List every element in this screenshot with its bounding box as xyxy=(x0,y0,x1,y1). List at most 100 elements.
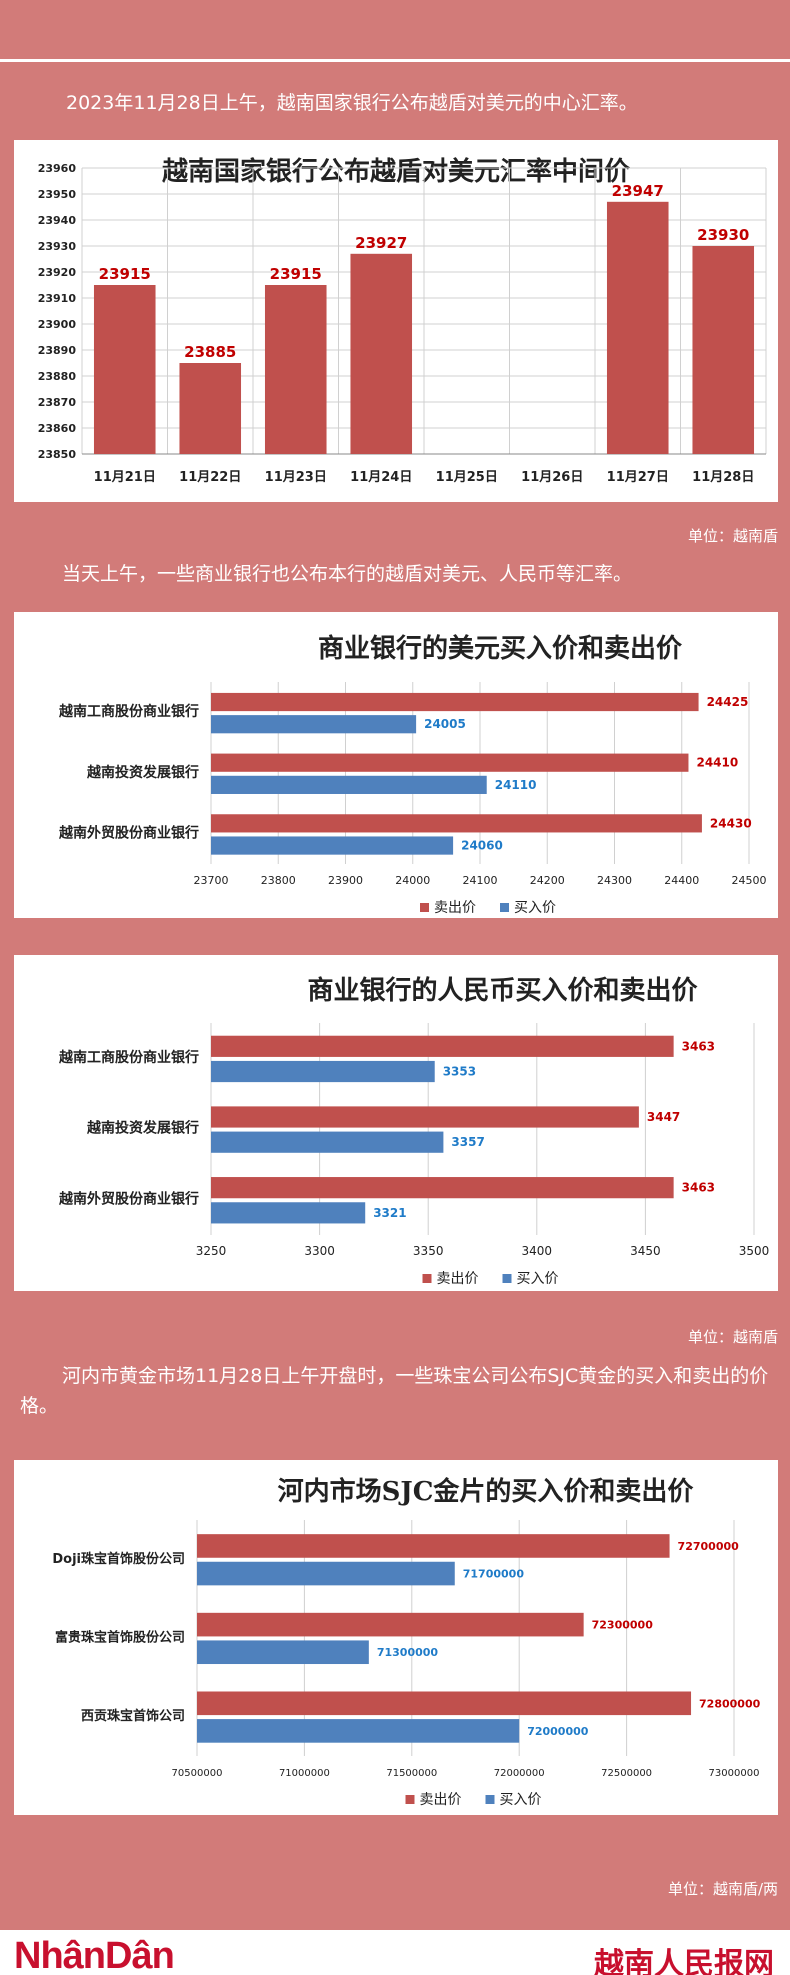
x-tick-label: 11月26日 xyxy=(521,470,583,485)
usd-rate-chart: 商业银行的美元买入价和卖出价 23700 23800 23900 24000 24100 2… xyxy=(58,633,767,916)
x-tick-label: 11月24日 xyxy=(350,470,412,485)
x-tick-label: 24300 xyxy=(597,874,632,887)
x-tick-label: 11月22日 xyxy=(179,470,241,485)
x-tick-label: 23800 xyxy=(261,874,296,887)
x-tick-label: 71500000 xyxy=(386,1768,437,1779)
x-tick-label: 3350 xyxy=(413,1244,444,1258)
x-tick-label: 70500000 xyxy=(172,1768,223,1779)
x-tick-label: 3250 xyxy=(196,1244,227,1258)
bar-value-label: 72000000 xyxy=(527,1725,589,1738)
category-label: 越南投资发展银行 xyxy=(86,764,199,781)
x-tick-label: 24400 xyxy=(664,874,699,887)
bar-value-label: 24060 xyxy=(461,839,503,853)
buy-bar xyxy=(197,1719,520,1743)
y-tick-label: 23890 xyxy=(38,344,77,357)
gold-price-chart: 河内市场SJC金片的买入价和卖出价 70500000 71000000 7150000… xyxy=(52,1476,761,1808)
bar xyxy=(93,285,156,454)
gold-text: 河内市黄金市场11月28日上午开盘时，一些珠宝公司公布SJC黄金的买入和卖出的价… xyxy=(20,1365,769,1417)
chart-title: 商业银行的美元买入价和卖出价 xyxy=(318,633,683,664)
bar-value-label: 24425 xyxy=(707,695,749,709)
x-tick-label: 72500000 xyxy=(601,1768,652,1779)
x-tick-label: 3400 xyxy=(522,1244,553,1258)
chart-title: 商业银行的人民币买入价和卖出价 xyxy=(307,975,698,1006)
y-tick-label: 23930 xyxy=(38,240,77,253)
legend-swatch xyxy=(485,1795,495,1804)
legend-swatch xyxy=(422,1274,432,1283)
x-tick-label: 3500 xyxy=(739,1244,770,1258)
nhandan-logo: NhânDân xyxy=(14,1935,175,1975)
category-label: 西贡珠宝首饰公司 xyxy=(81,1708,185,1724)
y-tick-label: 23880 xyxy=(38,370,77,383)
x-tick-label: 24500 xyxy=(732,874,767,887)
sell-bar xyxy=(197,1534,670,1558)
bar-value-label: 23885 xyxy=(184,343,236,361)
chart-card-3: 商业银行的人民币买入价和卖出价 3250 3300 3350 3400 3450 3500 越… xyxy=(14,955,778,1291)
bar-value-label: 23915 xyxy=(270,265,322,283)
y-tick-label: 23950 xyxy=(38,188,77,201)
bar-value-label: 3321 xyxy=(373,1206,406,1220)
category-label: 越南外贸股份商业银行 xyxy=(58,1190,199,1207)
bar xyxy=(179,363,242,454)
buy-bar xyxy=(211,715,417,734)
x-tick-label: 73000000 xyxy=(709,1768,760,1779)
x-tick-label: 23700 xyxy=(194,874,229,887)
x-tick-label: 3450 xyxy=(630,1244,661,1258)
category-label: 越南投资发展银行 xyxy=(86,1120,199,1137)
legend-label: 买入价 xyxy=(514,900,556,916)
intro-text: 2023年11月28日上午，越南国家银行公布越盾对美元的中心汇率。 xyxy=(66,92,638,114)
unit-label-3: 单位：越南盾/两 xyxy=(667,1880,778,1898)
x-tick-label: 24100 xyxy=(463,874,498,887)
legend-label: 卖出价 xyxy=(434,900,476,916)
x-tick-label: 72000000 xyxy=(494,1768,545,1779)
legend-label: 买入价 xyxy=(500,1792,542,1808)
banks-text: 当天上午，一些商业银行也公布本行的越盾对美元、人民币等汇率。 xyxy=(62,563,633,585)
sell-bar xyxy=(211,814,702,833)
category-label: Doji珠宝首饰股份公司 xyxy=(52,1551,185,1567)
bar-value-label: 24110 xyxy=(495,778,537,792)
x-tick-label: 3300 xyxy=(304,1244,335,1258)
legend-swatch xyxy=(405,1795,415,1804)
legend-swatch xyxy=(502,1274,512,1283)
category-label: 越南外贸股份商业银行 xyxy=(58,824,199,841)
category-label: 富贵珠宝首饰股份公司 xyxy=(55,1629,185,1645)
buy-bar xyxy=(197,1561,455,1586)
legend-swatch xyxy=(500,903,509,912)
buy-bar xyxy=(211,1131,444,1153)
sell-bar xyxy=(197,1691,692,1716)
y-tick-label: 23960 xyxy=(38,162,77,175)
y-tick-label: 23850 xyxy=(38,448,77,461)
y-tick-label: 23910 xyxy=(38,292,77,305)
buy-bar xyxy=(211,1202,366,1224)
sell-bar xyxy=(211,1035,674,1057)
bar-value-label: 3463 xyxy=(682,1039,715,1053)
legend-label: 卖出价 xyxy=(437,1271,479,1287)
bar-value-label: 23915 xyxy=(99,265,151,283)
bar-value-label: 24410 xyxy=(696,756,738,770)
sell-bar xyxy=(211,1177,674,1199)
bar-value-label: 23930 xyxy=(697,226,749,244)
bar-value-label: 72800000 xyxy=(699,1697,761,1710)
chart-title: 越南国家银行公布越盾对美元汇率中间价 xyxy=(162,156,631,187)
y-tick-label: 23860 xyxy=(38,422,77,435)
bar xyxy=(606,201,669,454)
footer-band xyxy=(0,1930,790,1975)
legend-label: 买入价 xyxy=(517,1271,559,1287)
sell-bar xyxy=(211,1106,639,1128)
unit-label-2: 单位：越南盾 xyxy=(687,1328,778,1346)
x-tick-label: 23900 xyxy=(328,874,363,887)
x-tick-label: 11月25日 xyxy=(436,470,498,485)
category-label: 越南工商股份商业银行 xyxy=(58,1049,199,1066)
y-tick-label: 23870 xyxy=(38,396,77,409)
sell-bar xyxy=(211,753,689,772)
x-tick-label: 11月28日 xyxy=(692,470,754,485)
x-tick-label: 24200 xyxy=(530,874,565,887)
bar-value-label: 3463 xyxy=(682,1181,715,1195)
x-tick-label: 11月23日 xyxy=(265,470,327,485)
chart-card-2: 商业银行的美元买入价和卖出价 23700 23800 23900 24000 24100 2… xyxy=(14,612,778,918)
bar-value-label: 3357 xyxy=(451,1135,484,1149)
legend-swatch xyxy=(420,903,429,912)
bar-value-label: 71300000 xyxy=(377,1646,439,1659)
top-band xyxy=(0,0,790,62)
y-tick-label: 23920 xyxy=(38,266,77,279)
site-logo: 越南人民报网 xyxy=(594,1947,774,1975)
